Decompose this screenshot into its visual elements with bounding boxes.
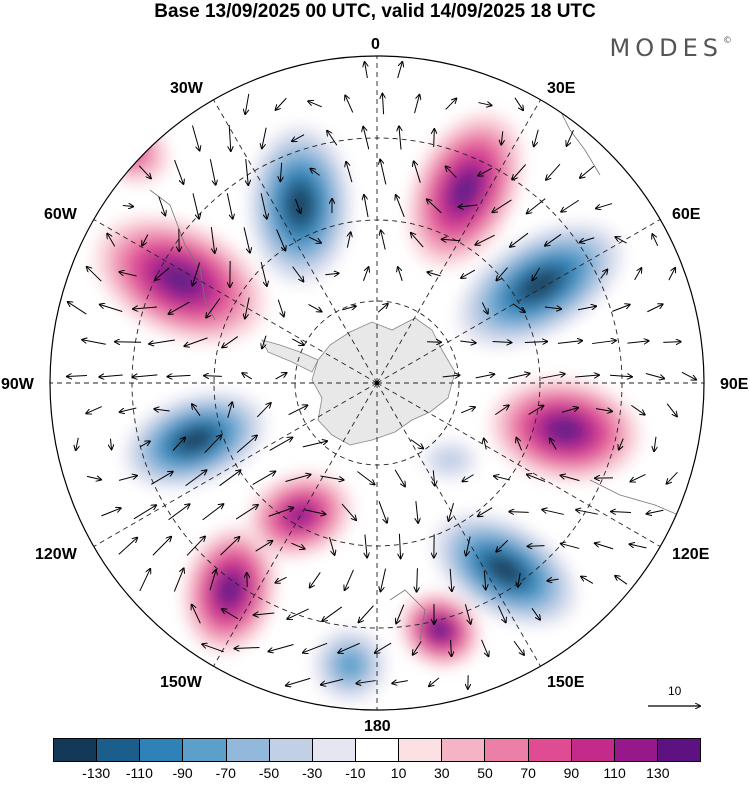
colorbar-ticks: -130 -110 -90 -70 -50 -30 -10 10 30 50 70 90 110 130 [53, 765, 701, 783]
colorbar-cell [54, 739, 97, 761]
colorbar-tick-label: 90 [564, 765, 580, 781]
lon-label-60w: 60W [44, 206, 77, 224]
south-pole-marker [375, 381, 379, 385]
anomaly-contour [289, 188, 311, 222]
colorbar-tick-label: -30 [302, 765, 322, 781]
colorbar-tick-label: -90 [172, 765, 192, 781]
colorbar-tick-label: 10 [391, 765, 407, 781]
lon-label-30e: 30E [547, 80, 575, 98]
colorbar-tick-label: 70 [520, 765, 536, 781]
lon-label-90w: 90W [1, 376, 34, 394]
colorbar-tick-label: -110 [126, 765, 153, 781]
lon-label-150w: 150W [160, 674, 202, 692]
colorbar-tick-label: -10 [345, 765, 365, 781]
colorbar-cell [227, 739, 270, 761]
lon-label-0: 0 [371, 36, 380, 54]
colorbar-cell [529, 739, 572, 761]
map-field [40, 50, 720, 720]
lon-label-30w: 30W [170, 80, 203, 98]
colorbar-cell [658, 739, 700, 761]
lon-label-60e: 60E [672, 206, 700, 224]
lon-label-120e: 120E [672, 546, 709, 564]
colorbar-cell [140, 739, 183, 761]
lon-label-120w: 120W [35, 546, 77, 564]
colorbar-tick-label: 110 [603, 765, 625, 781]
colorbar-cell [97, 739, 140, 761]
colorbar-tick-label: -70 [216, 765, 236, 781]
colorbar-cell [615, 739, 658, 761]
colorbar-tick-label: -130 [82, 765, 110, 781]
lon-label-90e: 90E [720, 376, 748, 394]
colorbar-cell [442, 739, 485, 761]
colorbar-cell [270, 739, 313, 761]
colorbar-tick-label: -50 [259, 765, 279, 781]
colorbar-cells [53, 738, 701, 762]
reference-vector-label: 10 [668, 684, 681, 698]
colorbar-cell [572, 739, 615, 761]
colorbar-tick-label: 30 [434, 765, 450, 781]
colorbar [53, 738, 701, 762]
colorbar-cell [313, 739, 356, 761]
wind-vector-arrow [434, 129, 435, 147]
lon-label-180: 180 [364, 718, 391, 736]
wind-vector-arrow [663, 342, 680, 343]
anomaly-contour [433, 448, 467, 473]
colorbar-tick-label: 50 [477, 765, 493, 781]
colorbar-cell [356, 739, 399, 761]
colorbar-cell [399, 739, 442, 761]
lon-label-150e: 150E [547, 674, 584, 692]
colorbar-tick-label: 130 [646, 765, 669, 781]
anomaly-contour [337, 652, 363, 678]
colorbar-cell [485, 739, 528, 761]
colorbar-cell [183, 739, 226, 761]
